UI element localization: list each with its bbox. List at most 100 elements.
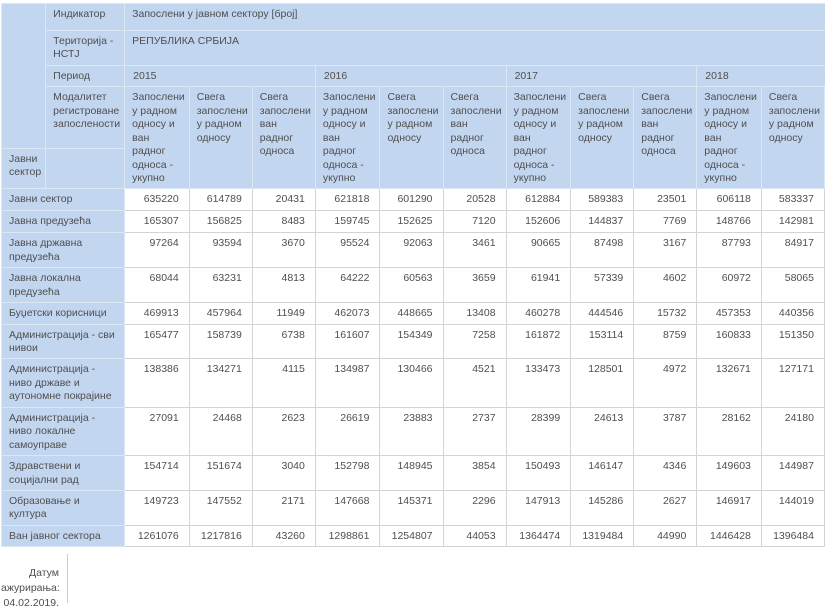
- measure-header-2015-1: Запослени у радном односу и ван радног о…: [125, 87, 190, 189]
- sector-group-label: Јавни сектор: [2, 148, 46, 189]
- column-headers-row: Модалитет регистроване запослености Запо…: [2, 87, 825, 149]
- value-cell: 144837: [571, 211, 634, 233]
- value-cell: 152625: [380, 211, 443, 233]
- value-cell: 1217816: [189, 525, 252, 546]
- value-cell: 27091: [125, 407, 190, 455]
- value-cell: 145371: [380, 490, 443, 525]
- value-cell: 583337: [761, 189, 824, 211]
- value-cell: 144987: [761, 456, 824, 491]
- value-cell: 469913: [125, 303, 190, 324]
- value-cell: 87793: [697, 233, 762, 268]
- value-cell: 152798: [315, 456, 380, 491]
- value-cell: 128501: [571, 359, 634, 407]
- value-cell: 1364474: [506, 525, 571, 546]
- value-cell: 2296: [443, 490, 506, 525]
- value-cell: 58065: [761, 268, 824, 303]
- value-cell: 457353: [697, 303, 762, 324]
- value-cell: 160833: [697, 324, 762, 359]
- value-cell: 149603: [697, 456, 762, 491]
- value-cell: 621818: [315, 189, 380, 211]
- value-cell: 24468: [189, 407, 252, 455]
- territory-value: РЕПУБЛИКА СРБИЈА: [125, 31, 825, 66]
- value-cell: 3167: [634, 233, 697, 268]
- value-cell: 63231: [189, 268, 252, 303]
- value-cell: 15732: [634, 303, 697, 324]
- value-cell: 3659: [443, 268, 506, 303]
- row-label: Јавна предузећа: [2, 211, 125, 233]
- value-cell: 87498: [571, 233, 634, 268]
- update-date-value: 04.02.2019.: [1, 596, 59, 610]
- value-cell: 61941: [506, 268, 571, 303]
- value-cell: 95524: [315, 233, 380, 268]
- territory-row: Територија - НСТЈ РЕПУБЛИКА СРБИЈА: [2, 31, 825, 66]
- value-cell: 133473: [506, 359, 571, 407]
- value-cell: 28162: [697, 407, 762, 455]
- year-header-2017: 2017: [506, 65, 697, 86]
- value-cell: 154714: [125, 456, 190, 491]
- value-cell: 1446428: [697, 525, 762, 546]
- row-label: Администрација - ниво локалне самоуправе: [2, 407, 125, 455]
- value-cell: 24180: [761, 407, 824, 455]
- value-cell: 13408: [443, 303, 506, 324]
- value-cell: 150493: [506, 456, 571, 491]
- value-cell: 161872: [506, 324, 571, 359]
- value-cell: 146917: [697, 490, 762, 525]
- indicator-row: Индикатор Запослени у јавном сектору [бр…: [2, 4, 825, 31]
- value-cell: 462073: [315, 303, 380, 324]
- value-cell: 2623: [252, 407, 315, 455]
- measure-header-2017-2: Свега запослени у радном односу: [571, 87, 634, 189]
- value-cell: 130466: [380, 359, 443, 407]
- value-cell: 159745: [315, 211, 380, 233]
- value-cell: 165477: [125, 324, 190, 359]
- value-cell: 23501: [634, 189, 697, 211]
- value-cell: 57339: [571, 268, 634, 303]
- value-cell: 457964: [189, 303, 252, 324]
- value-cell: 444546: [571, 303, 634, 324]
- value-cell: 8483: [252, 211, 315, 233]
- value-cell: 90665: [506, 233, 571, 268]
- value-cell: 134271: [189, 359, 252, 407]
- value-cell: 153114: [571, 324, 634, 359]
- value-cell: 134987: [315, 359, 380, 407]
- value-cell: 147913: [506, 490, 571, 525]
- value-cell: 601290: [380, 189, 443, 211]
- value-cell: 68044: [125, 268, 190, 303]
- value-cell: 2737: [443, 407, 506, 455]
- value-cell: 142981: [761, 211, 824, 233]
- value-cell: 44053: [443, 525, 506, 546]
- value-cell: 4602: [634, 268, 697, 303]
- modality-label: Модалитет регистроване запослености: [46, 87, 125, 149]
- measure-header-2016-2: Свега запослени у радном односу: [380, 87, 443, 189]
- value-cell: 1298861: [315, 525, 380, 546]
- value-cell: 92063: [380, 233, 443, 268]
- table-row: Администрација - ниво локалне самоуправе…: [2, 407, 825, 455]
- table-row: Администрација - ниво државе и аутономне…: [2, 359, 825, 407]
- value-cell: 8759: [634, 324, 697, 359]
- measure-header-2015-3: Свега запослени ван радног односа: [252, 87, 315, 189]
- row-label: Јавна локална предузећа: [2, 268, 125, 303]
- value-cell: 149723: [125, 490, 190, 525]
- year-header-2018: 2018: [697, 65, 825, 86]
- value-cell: 152606: [506, 211, 571, 233]
- measure-header-2017-1: Запослени у радном односу и ван радног о…: [506, 87, 571, 189]
- value-cell: 60972: [697, 268, 762, 303]
- year-header-2015: 2015: [125, 65, 316, 86]
- measure-header-2018-1: Запослени у радном односу и ван радног о…: [697, 87, 762, 189]
- value-cell: 589383: [571, 189, 634, 211]
- value-cell: 145286: [571, 490, 634, 525]
- value-cell: 20431: [252, 189, 315, 211]
- measure-header-2015-2: Свега запослени у радном односу: [189, 87, 252, 189]
- value-cell: 448665: [380, 303, 443, 324]
- value-cell: 612884: [506, 189, 571, 211]
- update-date-cell: Датум ажурирања: 04.02.2019.: [1, 554, 68, 603]
- value-cell: 151350: [761, 324, 824, 359]
- value-cell: 60563: [380, 268, 443, 303]
